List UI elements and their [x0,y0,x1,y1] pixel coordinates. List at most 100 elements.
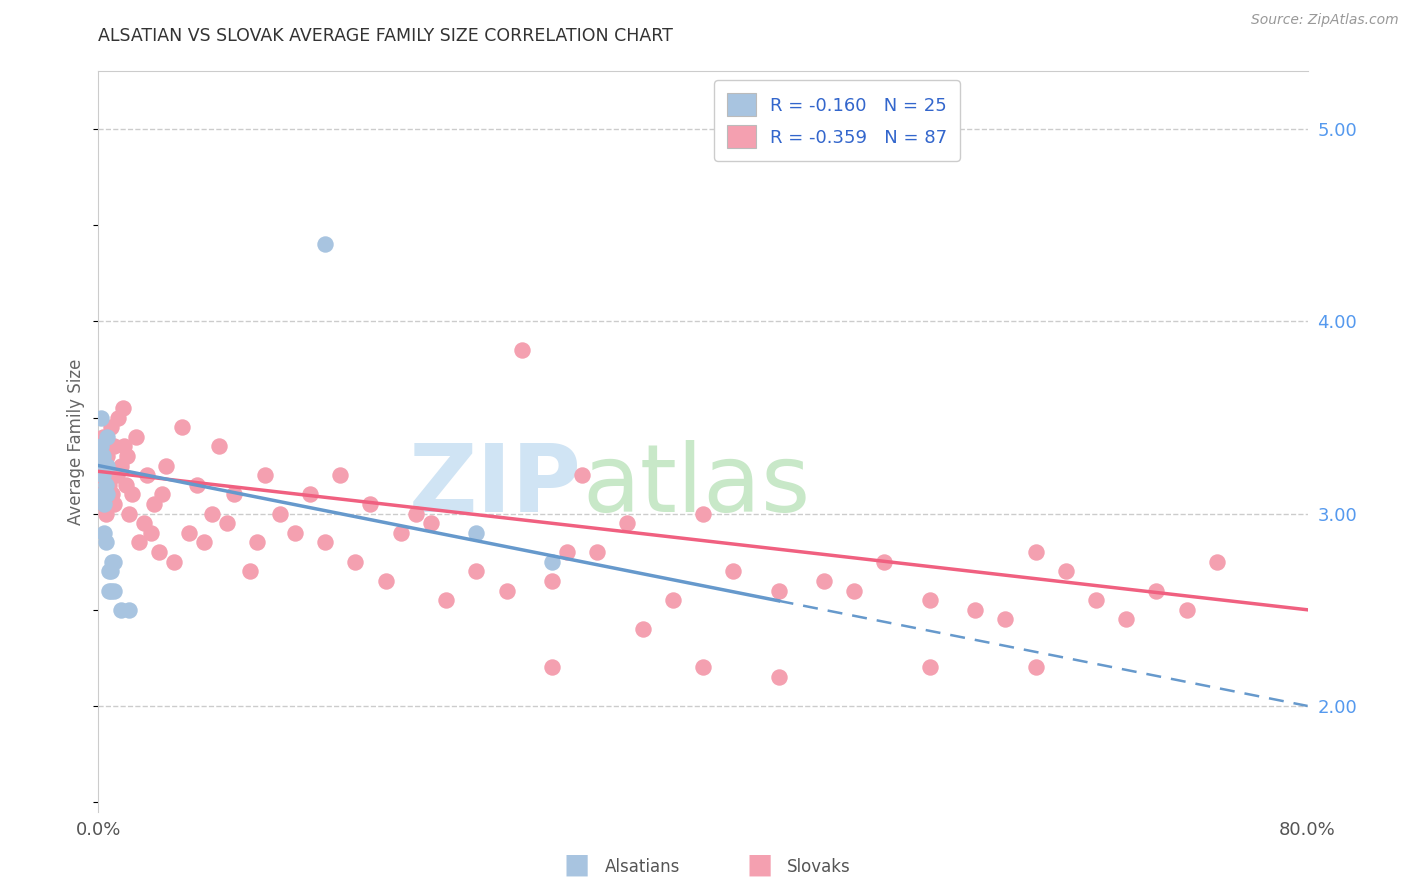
Text: ZIP: ZIP [409,440,582,532]
Point [93,468,115,483]
Point [90,458,112,473]
Point [374,574,396,588]
Point [224,487,246,501]
Point [723,565,745,579]
Point [91,449,114,463]
Point [141,525,163,540]
Point [768,583,790,598]
Point [246,535,269,549]
Legend: R = -0.160   N = 25, R = -0.359   N = 87: R = -0.160 N = 25, R = -0.359 N = 87 [714,80,960,161]
Point [98,478,121,492]
Point [873,555,896,569]
Point [103,555,125,569]
Point [89,468,111,483]
Point [692,660,714,674]
Point [91,497,114,511]
Point [103,583,125,598]
Text: ■: ■ [564,851,589,879]
Point [103,497,125,511]
Point [965,603,987,617]
Point [405,507,427,521]
Point [150,487,173,501]
Point [100,420,122,434]
Text: Slovaks: Slovaks [787,858,851,876]
Point [434,593,457,607]
Point [101,487,124,501]
Point [94,478,117,492]
Point [631,622,654,636]
Point [98,583,121,598]
Point [96,487,118,501]
Point [125,430,148,444]
Text: ■: ■ [747,851,772,879]
Point [179,525,201,540]
Point [96,458,118,473]
Point [128,535,150,549]
Point [114,478,136,492]
Point [1085,593,1108,607]
Point [100,565,122,579]
Point [193,535,215,549]
Point [1115,612,1137,626]
Point [103,439,125,453]
Point [94,507,117,521]
Point [389,525,412,540]
Point [662,593,685,607]
Point [844,583,866,598]
Point [107,410,129,425]
Point [994,612,1017,626]
Point [101,555,124,569]
Point [465,565,488,579]
Text: Alsatians: Alsatians [605,858,681,876]
Point [284,525,307,540]
Point [239,565,262,579]
Point [100,583,122,598]
Point [96,449,118,463]
Point [329,468,352,483]
Point [98,565,121,579]
Point [208,439,231,453]
Point [91,430,114,444]
Point [299,487,322,501]
Point [186,478,208,492]
Point [1206,555,1229,569]
Point [918,593,941,607]
Point [314,237,336,252]
Point [91,487,114,501]
Point [215,516,238,531]
Point [1175,603,1198,617]
Point [269,507,291,521]
Point [201,507,224,521]
Point [540,574,562,588]
Point [132,516,155,531]
Point [314,535,336,549]
Point [110,458,132,473]
Text: atlas: atlas [582,440,810,532]
Point [121,487,143,501]
Point [93,525,115,540]
Point [510,343,533,358]
Y-axis label: Average Family Size: Average Family Size [67,359,86,524]
Point [148,545,170,559]
Text: ALSATIAN VS SLOVAK AVERAGE FAMILY SIZE CORRELATION CHART: ALSATIAN VS SLOVAK AVERAGE FAMILY SIZE C… [98,27,673,45]
Point [253,468,276,483]
Point [111,401,134,415]
Text: Source: ZipAtlas.com: Source: ZipAtlas.com [1251,13,1399,28]
Point [118,507,141,521]
Point [90,410,112,425]
Point [110,603,132,617]
Point [692,507,714,521]
Point [1144,583,1167,598]
Point [555,545,578,559]
Point [170,420,193,434]
Point [344,555,367,569]
Point [96,430,118,444]
Point [540,660,562,674]
Point [90,487,112,501]
Point [1054,565,1077,579]
Point [155,458,177,473]
Point [90,439,112,453]
Point [540,555,562,569]
Point [105,468,128,483]
Point [1024,660,1046,674]
